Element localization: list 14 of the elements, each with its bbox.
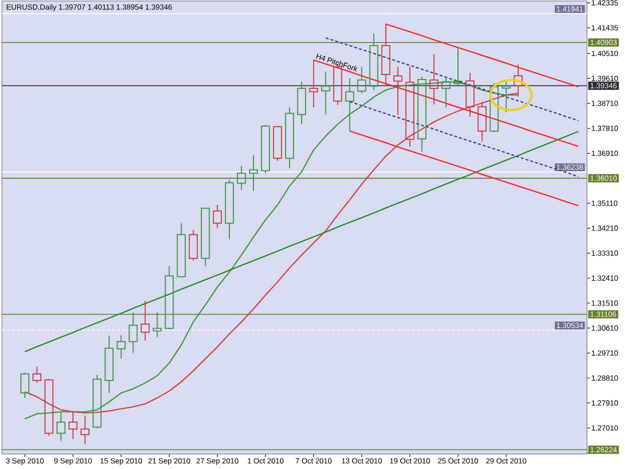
candlestick bbox=[321, 71, 330, 115]
candlestick bbox=[429, 54, 438, 105]
candlestick bbox=[80, 415, 90, 445]
candlestick bbox=[285, 106, 294, 169]
candlestick bbox=[249, 154, 258, 192]
candlestick bbox=[381, 24, 390, 87]
candlestick bbox=[140, 300, 150, 342]
candlestick bbox=[20, 372, 30, 398]
candlestick bbox=[309, 60, 318, 108]
candlestick bbox=[104, 335, 114, 394]
candlestick bbox=[393, 66, 402, 116]
candlestick bbox=[212, 204, 222, 229]
candlestick bbox=[297, 81, 306, 125]
candlestick bbox=[128, 312, 138, 354]
